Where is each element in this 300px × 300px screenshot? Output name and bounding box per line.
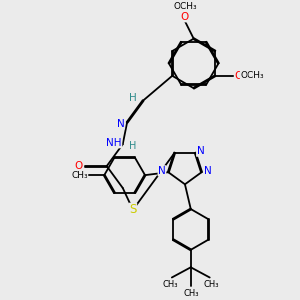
Text: O: O: [74, 161, 83, 171]
Text: OCH₃: OCH₃: [173, 2, 197, 10]
Text: N: N: [117, 119, 124, 129]
Text: O: O: [181, 12, 189, 22]
Text: O: O: [234, 71, 242, 81]
Text: N: N: [196, 146, 204, 156]
Text: H: H: [129, 141, 137, 151]
Text: CH₃: CH₃: [71, 171, 88, 180]
Text: OCH₃: OCH₃: [240, 71, 264, 80]
Text: CH₃: CH₃: [183, 289, 199, 298]
Text: S: S: [129, 203, 137, 216]
Text: H: H: [129, 93, 137, 103]
Text: CH₃: CH₃: [162, 280, 178, 289]
Text: CH₃: CH₃: [204, 280, 220, 289]
Text: N: N: [204, 166, 212, 176]
Text: N: N: [158, 166, 166, 176]
Text: NH: NH: [106, 138, 122, 148]
